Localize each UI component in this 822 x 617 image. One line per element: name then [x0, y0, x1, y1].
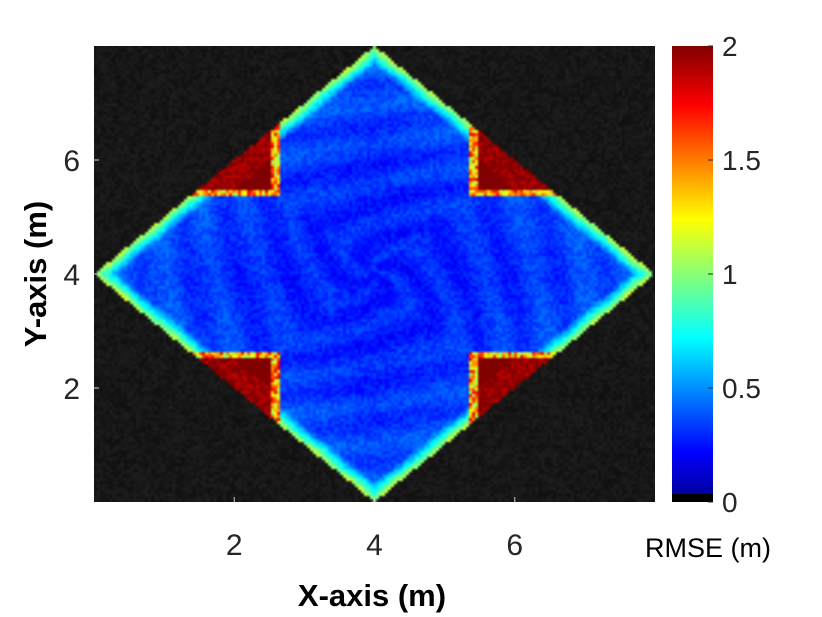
colorbar-tick-label: 2 — [722, 31, 738, 62]
x-axis-label: X-axis (m) — [298, 578, 446, 613]
rmse-heatmap-image — [94, 46, 655, 502]
x-axis-ticks: 2 4 6 — [226, 497, 523, 562]
colorbar-label: RMSE (m) — [645, 533, 771, 563]
colorbar-zero-band — [672, 494, 713, 502]
colorbar-gradient — [672, 46, 713, 502]
colorbar-tick-label: 0.5 — [722, 373, 761, 404]
y-tick-label: 4 — [63, 259, 80, 292]
colorbar-tick-label: 1 — [722, 259, 738, 290]
y-axis-ticks: 2 4 6 — [63, 145, 99, 406]
colorbar-ticks: 0 0.5 1 1.5 2 — [708, 31, 761, 518]
x-tick-label: 4 — [366, 529, 383, 562]
colorbar-tick-label: 0 — [722, 487, 738, 518]
heatmap-plot-area — [94, 46, 655, 502]
y-axis-label: Y-axis (m) — [18, 201, 53, 347]
x-tick-label: 2 — [226, 529, 243, 562]
y-tick-label: 6 — [63, 145, 80, 178]
y-tick-label: 2 — [63, 373, 80, 406]
colorbar: 0 0.5 1 1.5 2 RMSE (m) — [645, 31, 771, 563]
x-tick-label: 6 — [506, 529, 523, 562]
colorbar-tick-label: 1.5 — [722, 145, 761, 176]
